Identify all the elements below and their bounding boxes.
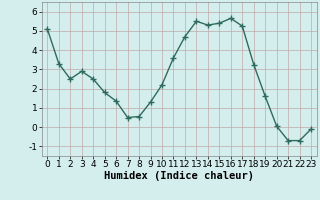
X-axis label: Humidex (Indice chaleur): Humidex (Indice chaleur) xyxy=(104,171,254,181)
